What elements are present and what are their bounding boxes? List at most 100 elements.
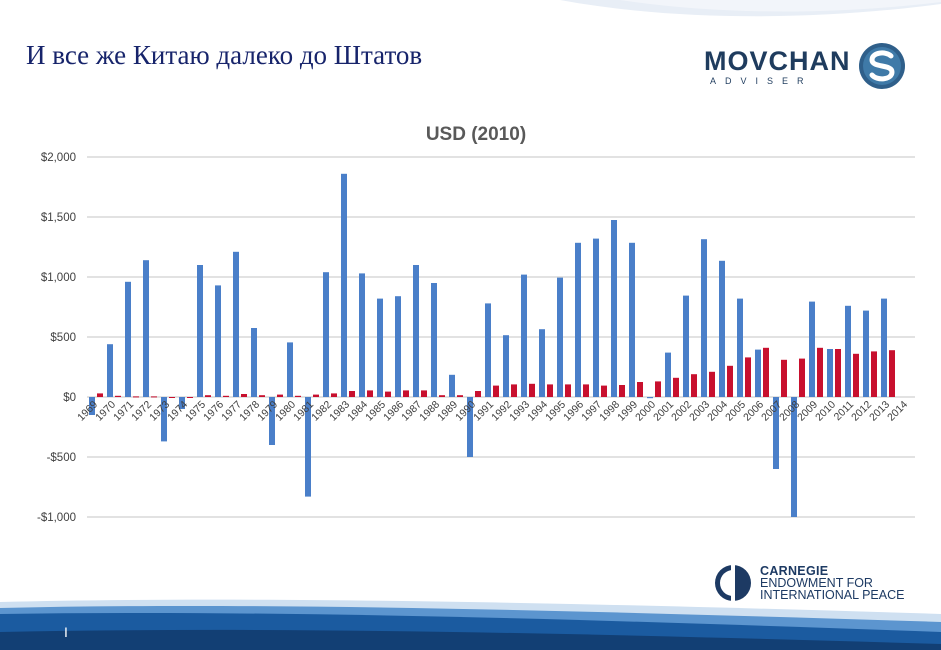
bar-series-2-1974 — [187, 397, 193, 398]
bottom-wave-band — [0, 599, 941, 650]
bar-series-1-1993 — [521, 274, 527, 397]
bar-series-2-1972 — [151, 396, 157, 398]
bar-series-2-1985 — [385, 391, 391, 397]
bar-series-1-1999 — [629, 242, 635, 397]
bar-series-1-2011 — [845, 305, 851, 397]
bar-series-1-2001 — [665, 352, 671, 397]
bar-series-2-2006 — [763, 347, 769, 397]
bar-series-2-1991 — [493, 385, 499, 397]
bar-series-2-2009 — [817, 347, 823, 397]
bar-series-2-1994 — [547, 384, 553, 397]
bar-series-1-1969 — [89, 397, 95, 415]
bar-series-1-1989 — [449, 374, 455, 397]
y-axis-labels: -$1,000 -$500 $0 $500 $1,000 $1,500 $2,000 — [37, 152, 76, 524]
bar-series-2-1982 — [331, 393, 337, 397]
x-tick-label: 2014 — [885, 399, 910, 424]
bar-series-2-1979 — [277, 394, 283, 397]
bar-series-1-1976 — [215, 285, 221, 397]
bar-series-2-1970 — [115, 395, 121, 397]
logo-name: MOVCHAN — [704, 46, 851, 76]
bar-series-1-2010 — [827, 349, 833, 397]
bar-series-2-1992 — [511, 384, 517, 397]
bar-series-1-1982 — [323, 272, 329, 397]
bar-series-2-1989 — [457, 395, 463, 397]
y-tick-label: $0 — [63, 392, 76, 404]
bar-series-1-2002 — [683, 295, 689, 397]
carnegie-name: CARNEGIE ENDOWMENT FOR INTERNATIONAL PEA… — [760, 565, 905, 602]
bar-series-2-2007 — [781, 359, 787, 397]
bar-chart: USD (2010) -$1,000 -$500 $0 $500 $1,000 $1,50… — [37, 124, 915, 524]
bar-series-1-1995 — [557, 277, 563, 397]
bar-series-2-2002 — [691, 374, 697, 397]
bar-series-2-1987 — [421, 390, 427, 397]
bar-series-1-1985 — [377, 298, 383, 397]
logo-subtitle: ADVISER — [710, 76, 813, 86]
bar-series-2-1983 — [349, 391, 355, 397]
bar-series-2-1977 — [241, 394, 247, 397]
carnegie-mark-icon — [715, 565, 751, 601]
bar-series-1-1977 — [233, 251, 239, 397]
bar-series-2-2000 — [655, 381, 661, 397]
bar-series-2-2010 — [835, 349, 841, 397]
bar-series-2-1990 — [475, 391, 481, 397]
bar-series-1-1994 — [539, 329, 545, 397]
bar-series-1-1980 — [287, 342, 293, 397]
bar-series-2-2003 — [709, 371, 715, 397]
bar-series-2-1973 — [169, 397, 175, 398]
x-axis-labels: 1969197019711972197319741975197619771978… — [75, 399, 910, 424]
carnegie-line-3: INTERNATIONAL PEACE — [760, 588, 905, 602]
bar-series-1-2012 — [863, 310, 869, 397]
bar-series-1-2009 — [809, 301, 815, 397]
bar-series-1-1998 — [611, 220, 617, 397]
slide-title: И все же Китаю далеко до Штатов — [26, 40, 423, 70]
bar-series-2-2008 — [799, 358, 805, 397]
bar-series-2-2004 — [727, 365, 733, 397]
bar-series-1-1974 — [179, 397, 185, 409]
grid-layer — [87, 156, 915, 518]
y-tick-label: $1,000 — [41, 272, 76, 284]
bar-series-1-1990 — [467, 397, 473, 457]
bar-series-2-1978 — [259, 395, 265, 397]
bar-series-2-1988 — [439, 395, 445, 397]
bar-series-1-1975 — [197, 265, 203, 397]
bar-series-1-1981 — [305, 397, 311, 497]
movchan-logo: MOVCHAN ADVISER — [704, 40, 910, 92]
bar-series-1-2008 — [791, 397, 797, 517]
bar-series-2-1997 — [601, 385, 607, 397]
bar-series-1-2003 — [701, 239, 707, 397]
y-tick-label: $1,500 — [41, 212, 76, 224]
bar-series-1-1997 — [593, 238, 599, 397]
bar-series-2-1993 — [529, 383, 535, 397]
bar-series-1-1992 — [503, 335, 509, 397]
bar-series-1-1996 — [575, 242, 581, 397]
carnegie-line-2: ENDOWMENT FOR — [760, 576, 873, 590]
bar-series-2-1998 — [619, 385, 625, 397]
bar-series-1-2006 — [755, 349, 761, 397]
chart-title: USD (2010) — [426, 124, 526, 145]
bar-series-2-2013 — [889, 350, 895, 397]
bar-series-1-1987 — [413, 265, 419, 397]
y-tick-label: $2,000 — [41, 152, 76, 164]
bar-series-2-1984 — [367, 390, 373, 397]
bar-series-1-1983 — [341, 173, 347, 397]
bar-series-2-1975 — [205, 395, 211, 397]
bar-series-2-1981 — [313, 394, 319, 397]
bar-series-1-1991 — [485, 303, 491, 397]
bar-series-1-1984 — [359, 273, 365, 397]
y-tick-label: $500 — [50, 332, 76, 344]
bar-series-2-1995 — [565, 384, 571, 397]
bar-series-2-2005 — [745, 357, 751, 397]
bar-series-1-1970 — [107, 344, 113, 397]
bar-series-1-1971 — [125, 281, 131, 397]
bar-series-1-1978 — [251, 328, 257, 397]
y-tick-label: -$500 — [47, 452, 76, 464]
bar-series-2-1996 — [583, 384, 589, 397]
bar-series-1-1972 — [143, 260, 149, 397]
y-tick-label: -$1,000 — [37, 512, 76, 524]
page-marker: I — [64, 624, 68, 640]
bar-series-2-2012 — [871, 351, 877, 397]
bar-series-1-2000 — [647, 397, 653, 399]
bar-series-1-2005 — [737, 298, 743, 397]
bar-series-1-1979 — [269, 397, 275, 445]
bar-series-1-2004 — [719, 260, 725, 397]
